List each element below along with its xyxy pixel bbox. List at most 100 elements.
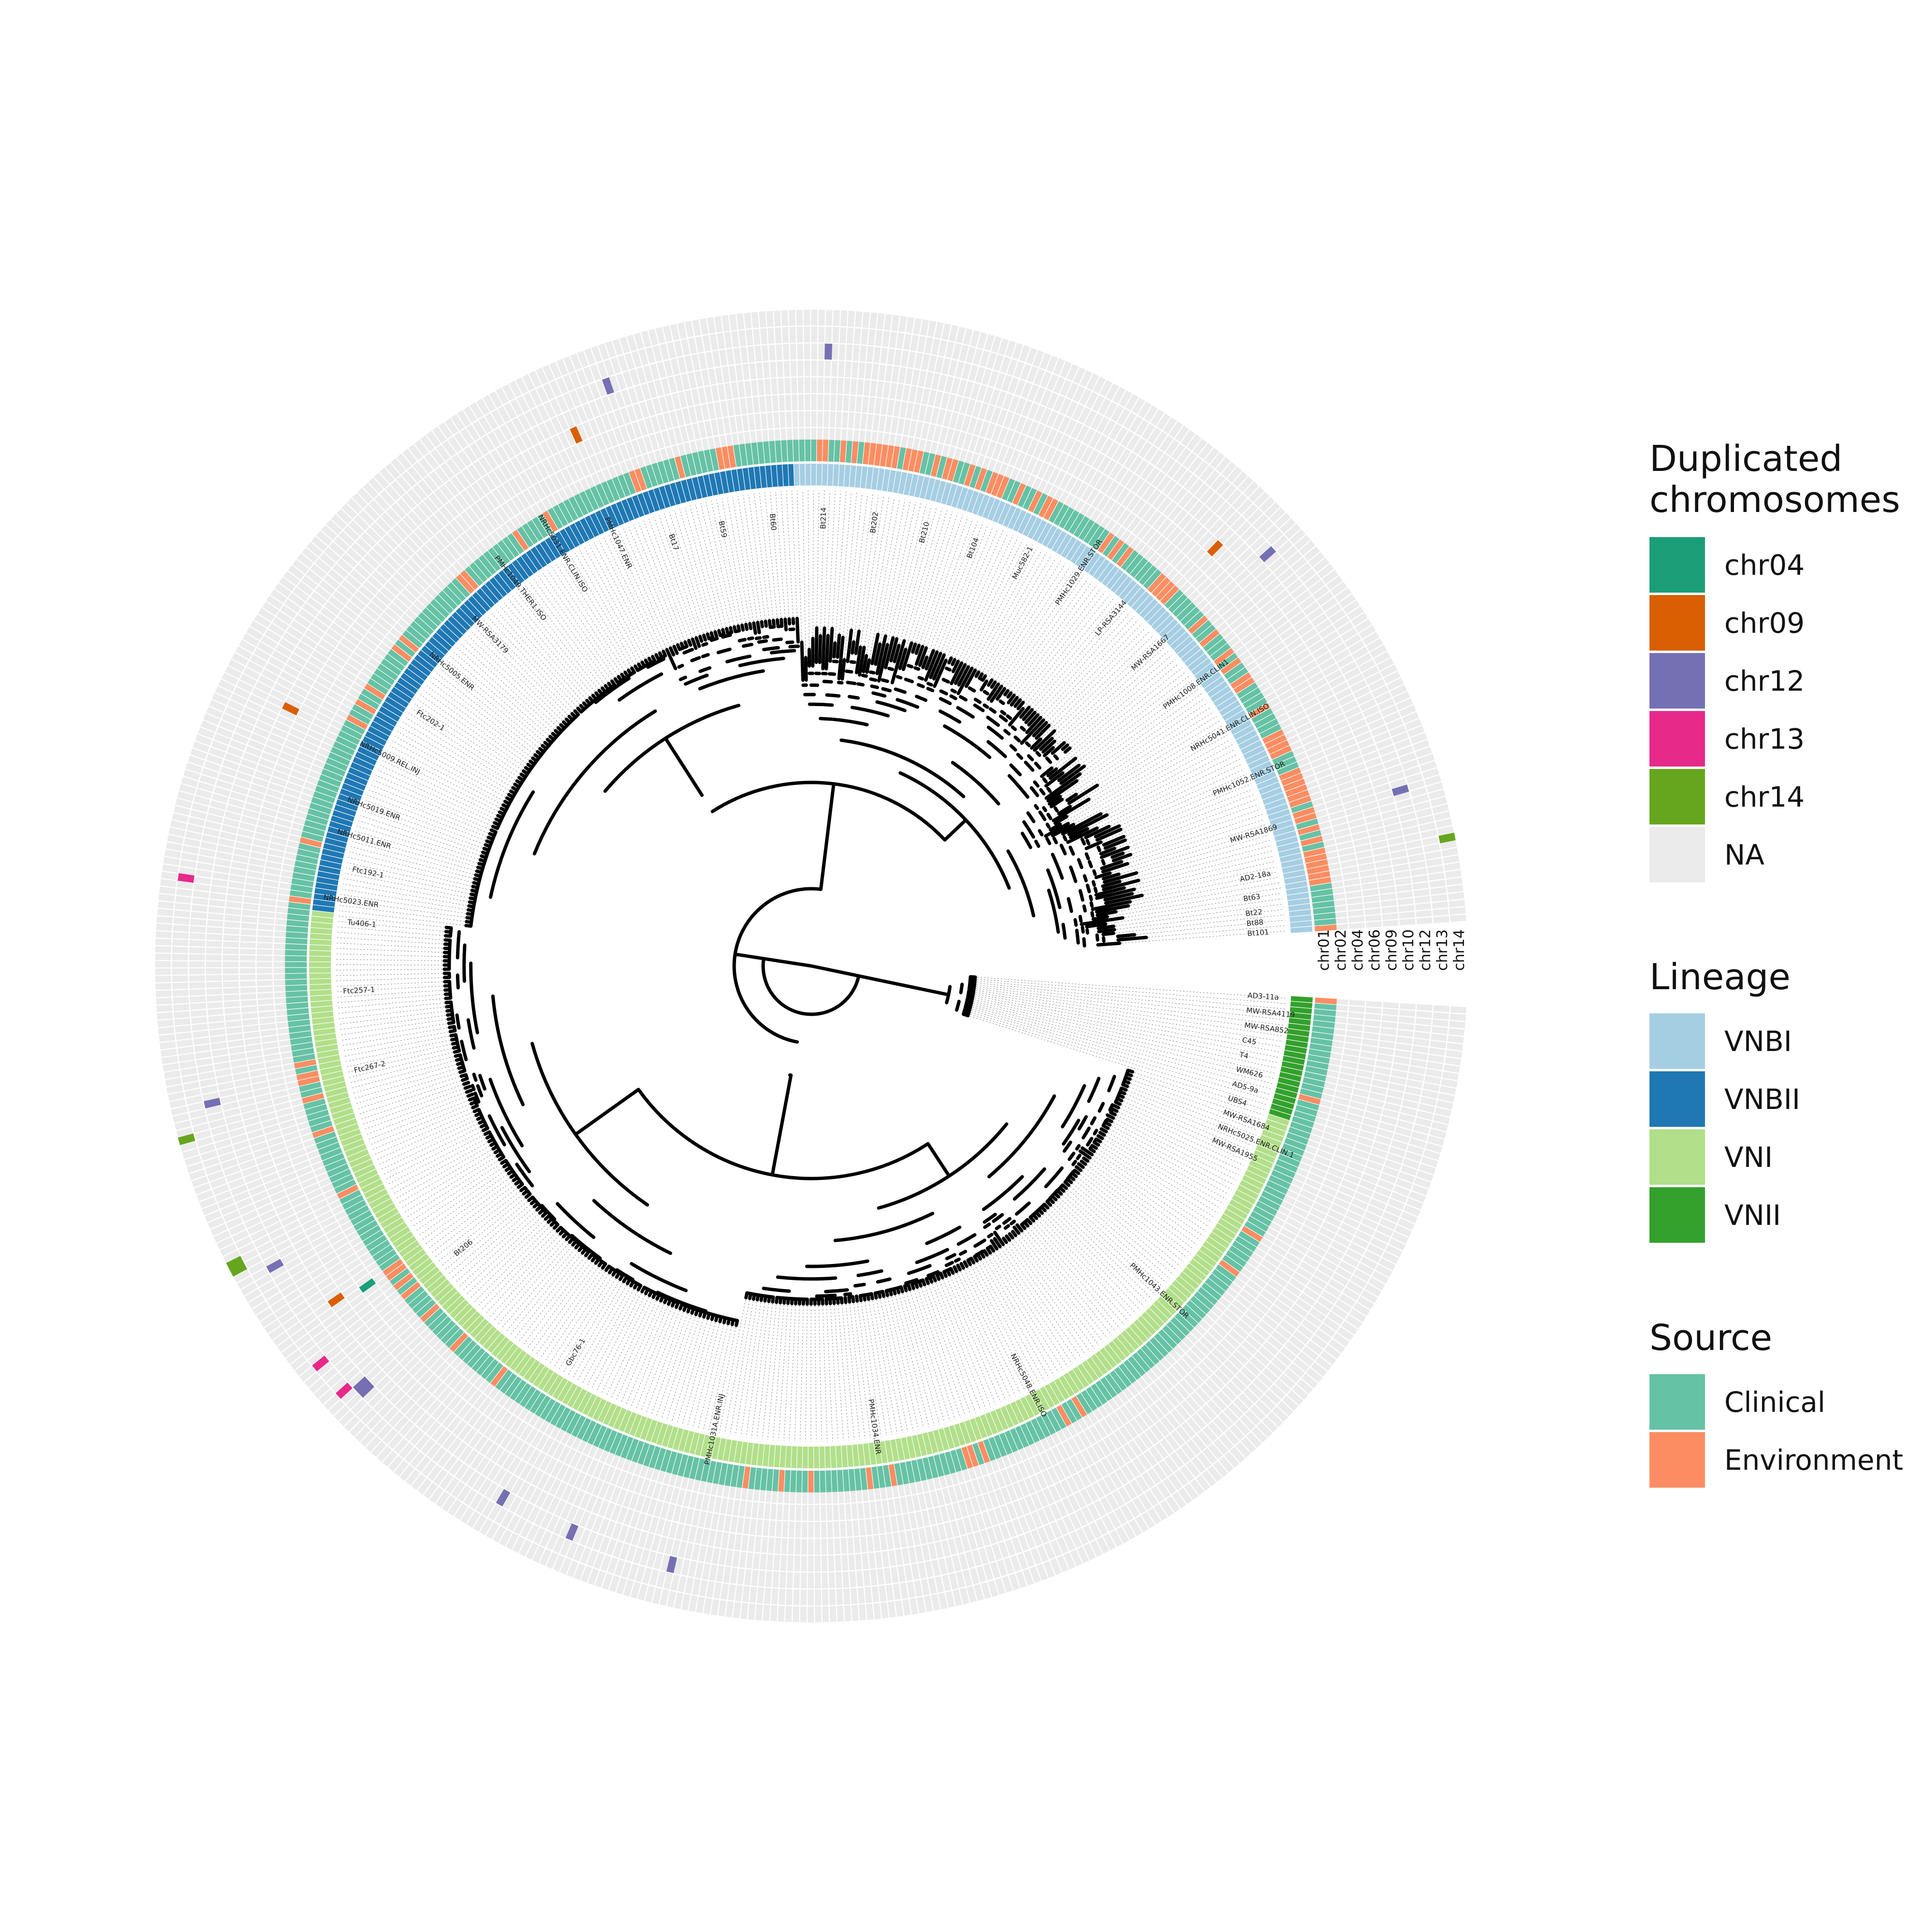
source-grid bbox=[359, 1224, 379, 1236]
source-cell bbox=[617, 474, 631, 497]
ring-grid-radial bbox=[1289, 753, 1433, 803]
source-cell bbox=[1051, 1407, 1067, 1430]
lineage-grid bbox=[1246, 1169, 1267, 1179]
source-grid bbox=[1289, 795, 1310, 803]
source-grid bbox=[334, 1179, 355, 1189]
ring-grid-radial bbox=[206, 1163, 347, 1223]
lineage-grid bbox=[426, 1275, 444, 1289]
lineage-cell bbox=[1070, 542, 1087, 564]
source-grid bbox=[1174, 1316, 1191, 1333]
lineage-grid bbox=[314, 893, 336, 897]
source-cell bbox=[1093, 529, 1110, 551]
ring-grid-radial bbox=[462, 409, 544, 539]
lineage-cell bbox=[336, 799, 358, 811]
lineage-grid bbox=[634, 1416, 643, 1436]
lineage-cell bbox=[447, 615, 467, 635]
source-cell bbox=[1097, 532, 1115, 554]
ring-grid-radial bbox=[219, 1184, 357, 1251]
lineage-cell bbox=[382, 701, 403, 718]
source-cell bbox=[715, 447, 725, 470]
source-grid bbox=[718, 1463, 723, 1484]
lineage-cell bbox=[343, 777, 366, 791]
lineage-cell bbox=[1278, 847, 1301, 858]
source-grid bbox=[1242, 692, 1262, 704]
legend-swatch-chr09 bbox=[1649, 595, 1705, 651]
lineage-grid bbox=[689, 1432, 695, 1453]
ring-grid-radial bbox=[1313, 898, 1465, 915]
source-grid bbox=[446, 586, 462, 602]
source-cell bbox=[663, 459, 675, 482]
source-grid bbox=[547, 510, 559, 530]
ring-grid-radial bbox=[836, 1470, 845, 1622]
lineage-cell bbox=[1290, 1007, 1312, 1014]
lineage-grid bbox=[412, 1257, 430, 1271]
lineage-cell bbox=[530, 546, 547, 568]
source-cell bbox=[628, 470, 642, 493]
lineage-cell bbox=[1187, 653, 1208, 671]
lineage-cell bbox=[426, 1275, 447, 1293]
lineage-cell bbox=[540, 540, 556, 562]
lineage-cell bbox=[432, 632, 453, 651]
source-cell bbox=[298, 1076, 320, 1087]
lineage-grid bbox=[1253, 1154, 1274, 1164]
source-grid bbox=[352, 709, 371, 720]
lineage-grid bbox=[1283, 1055, 1305, 1060]
lineage-grid bbox=[599, 510, 610, 530]
source-cell bbox=[598, 1427, 612, 1450]
source-cell bbox=[458, 1340, 477, 1361]
source-grid bbox=[1182, 1308, 1199, 1323]
lineage-cell bbox=[1042, 525, 1058, 547]
source-grid bbox=[1261, 1195, 1280, 1206]
source-cell bbox=[381, 658, 402, 676]
lineage-grid bbox=[865, 467, 868, 489]
lineage-grid bbox=[1229, 1203, 1248, 1215]
ring-grid-radial bbox=[1276, 710, 1417, 771]
source-cell bbox=[1085, 1386, 1103, 1408]
source-cell bbox=[445, 1328, 465, 1348]
source-grid bbox=[853, 1469, 856, 1491]
lineage-grid bbox=[1118, 580, 1133, 597]
lineage-cell bbox=[589, 512, 605, 535]
source-grid bbox=[1236, 682, 1255, 695]
lineage-grid bbox=[1288, 1028, 1310, 1032]
lineage-grid bbox=[321, 1070, 343, 1076]
lineage-cell bbox=[1044, 1383, 1060, 1406]
lineage-cell bbox=[849, 465, 857, 488]
lineage-grid bbox=[1044, 1386, 1055, 1406]
source-cell bbox=[1030, 1418, 1046, 1440]
source-grid bbox=[913, 450, 919, 472]
source-grid bbox=[404, 1286, 422, 1300]
lineage-cell bbox=[737, 468, 746, 491]
ring-grid-radial bbox=[1314, 906, 1466, 921]
ring-grid-radial bbox=[944, 1452, 985, 1600]
ring-grid-radial bbox=[173, 1086, 322, 1124]
ring-grid-radial bbox=[876, 1466, 897, 1618]
source-cell bbox=[1203, 633, 1224, 652]
ring-grid-radial bbox=[155, 990, 308, 999]
source-grid bbox=[361, 693, 380, 705]
source-cell bbox=[1170, 1317, 1190, 1336]
lineage-cell bbox=[799, 464, 806, 486]
lineage-cell bbox=[1283, 1050, 1306, 1060]
lineage-cell bbox=[930, 479, 941, 502]
ring-grid-radial bbox=[1283, 731, 1426, 787]
ring-grid-radial bbox=[1313, 891, 1464, 909]
source-cell bbox=[1264, 734, 1287, 750]
lineage-cell bbox=[334, 804, 356, 817]
lineage-cell bbox=[389, 1226, 411, 1243]
source-cell bbox=[1259, 724, 1282, 739]
source-grid bbox=[370, 678, 389, 691]
lineage-grid bbox=[322, 853, 343, 859]
ring-grid-radial bbox=[902, 320, 930, 470]
source-grid bbox=[1301, 1088, 1322, 1094]
lineage-grid bbox=[389, 1226, 408, 1239]
ring-grid-radial bbox=[198, 1147, 341, 1203]
source-grid bbox=[1314, 1008, 1336, 1011]
source-grid bbox=[301, 1092, 323, 1099]
lineage-grid bbox=[1002, 505, 1012, 526]
source-grid bbox=[1109, 1373, 1122, 1392]
lineage-grid bbox=[911, 1436, 917, 1458]
source-grid bbox=[1306, 858, 1327, 864]
source-cell bbox=[1314, 1003, 1337, 1011]
source-cell bbox=[1025, 1421, 1040, 1443]
